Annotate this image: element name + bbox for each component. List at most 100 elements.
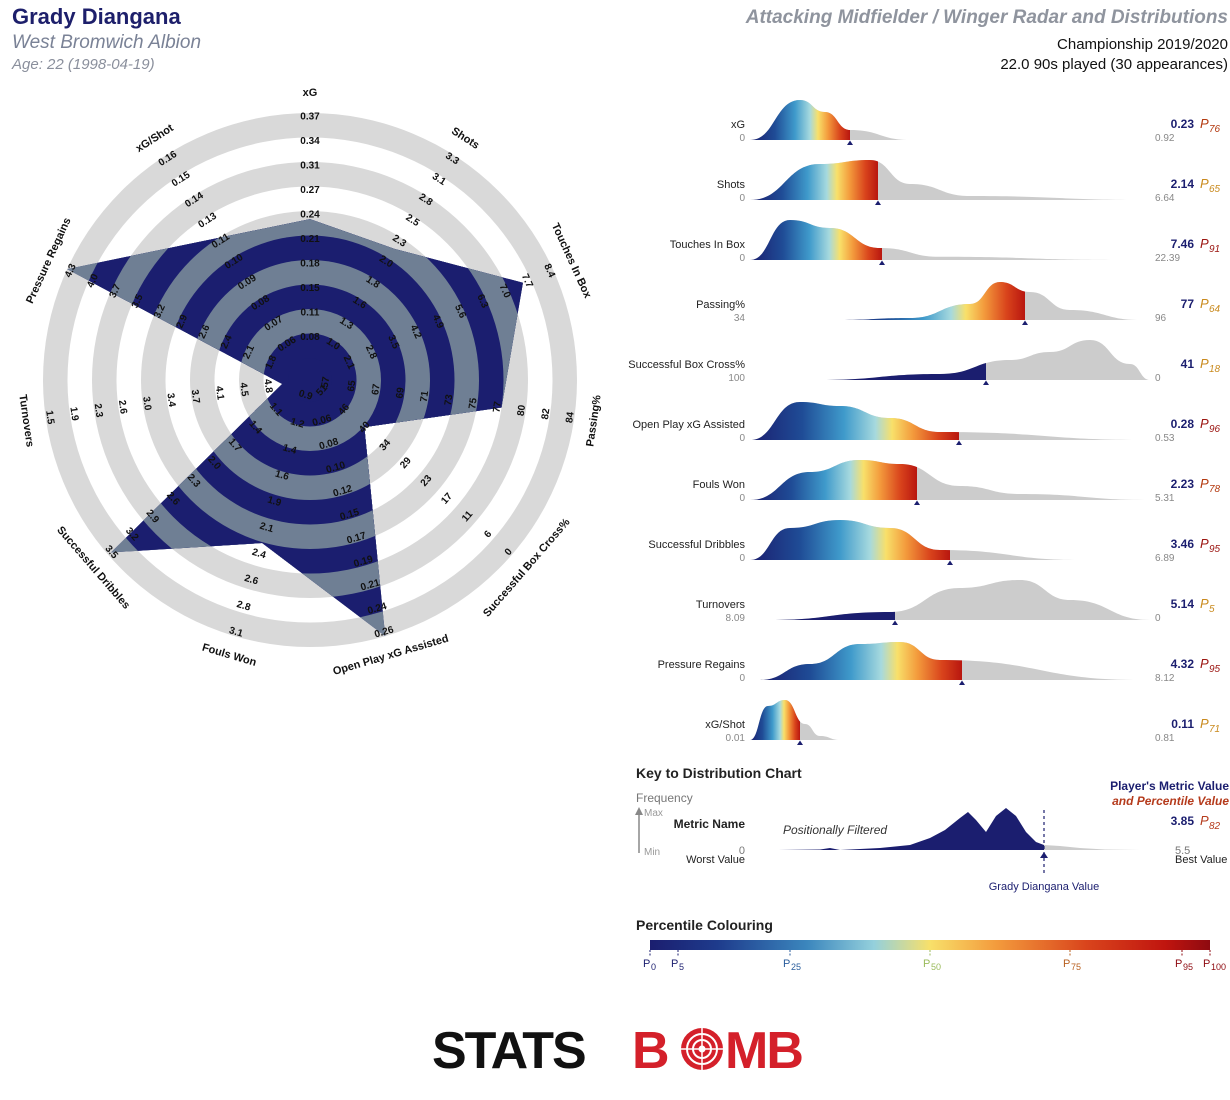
radar-tick-label: 67 [370,383,383,396]
radar-tick-label: 0.11 [301,308,320,319]
distribution-best-value: 6.64 [1155,193,1175,204]
distribution-row: Shots 0 6.64 2.14 P 65 [717,160,1221,205]
distribution-metric-name: Pressure Regains [658,659,746,671]
distribution-player-value: 2.14 [1171,177,1195,191]
key-player-value-label: Grady Diangana Value [989,881,1099,893]
radar-tick-label: 0.21 [300,234,320,245]
distribution-metric-name: Open Play xG Assisted [633,419,746,431]
radar-axis-label: Passing% [584,394,603,447]
radar-tick-label: 0.21 [359,577,381,593]
distribution-metric-name: xG [731,119,745,131]
radar-tick-label: 4.3 [63,262,79,280]
distribution-row: Open Play xG Assisted 0 0.53 0.28 P 96 [633,402,1221,445]
distribution-value-marker [1022,320,1028,325]
radar-tick-label: 0.06 [311,413,333,429]
distribution-value-marker [879,260,885,265]
distribution-row: Pressure Regains 0 8.12 4.32 P 95 [658,642,1221,685]
radar-tick-label: 1.9 [266,495,283,510]
percentile-tick-label: 100 [1211,962,1226,972]
distribution-best-value: 0.53 [1155,433,1175,444]
percentile-tick-p: P [923,958,930,970]
distribution-percentile: 5 [1209,604,1215,615]
logo-mb: MB [725,1022,802,1078]
logo-stats: STATS [432,1022,585,1078]
distribution-worst-value: 0 [739,553,745,564]
statsbomb-logo: STATS B MB [432,1022,804,1078]
radar-tick-label: 6.3 [474,293,490,311]
radar-tick-label: 2.3 [92,403,105,419]
radar-tick-label: 7.7 [519,272,535,290]
radar-tick-label: 0 [503,546,515,558]
radar-tick-label: 71 [419,390,432,403]
distribution-coloured-area [750,100,850,140]
distribution-percentile-p: P [1200,176,1209,191]
distribution-percentile-p: P [1200,416,1209,431]
radar-tick-label: 69 [394,386,407,399]
radar-tick-label: 80 [516,404,529,417]
distribution-percentile: 78 [1209,484,1221,495]
distribution-percentile: 76 [1209,124,1221,135]
distribution-coloured-area [820,363,986,380]
radar-tick-label: 2.1 [258,521,275,536]
radar-tick-label: 3.7 [189,389,202,405]
distribution-metric-name: Shots [717,179,746,191]
radar-axis-label: xG/Shot [134,122,176,155]
distribution-player-value: 0.23 [1171,117,1195,131]
distribution-worst-value: 100 [728,373,745,384]
distribution-percentile: 95 [1209,544,1221,555]
radar-tick-label: 2.6 [116,399,129,415]
radar-tick-label: 3.1 [228,625,245,640]
distribution-percentile-p: P [1200,536,1209,551]
radar-tick-label: 77 [491,400,504,413]
player-club: West Bromwich Albion [12,32,202,53]
key-metric-name: Metric Name [674,817,746,831]
radar-tick-label: 0.08 [300,332,320,343]
distribution-best-value: 0 [1155,373,1161,384]
radar-tick-label: 1.6 [274,469,291,484]
radar-tick-label: 2.6 [243,573,260,588]
distribution-percentile: 71 [1209,724,1220,735]
distribution-best-value: 96 [1155,313,1167,324]
distribution-coloured-area [750,700,800,740]
percentile-tick-label: 50 [931,962,941,972]
radar-tick-label: 0.9 [297,388,314,403]
distribution-percentile-p: P [1200,356,1209,371]
radar-tick-label: 4.0 [85,272,101,290]
radar-tick-label: 2.1 [341,354,357,372]
distribution-coloured-area [750,460,917,500]
distribution-worst-value: 0 [739,673,745,684]
radar-tick-label: 3.5 [385,333,401,351]
distribution-worst-value: 0 [739,493,745,504]
key-title: Key to Distribution Chart [636,765,802,781]
radar-tick-label: 3.5 [130,292,146,310]
distribution-coloured-area [770,611,895,620]
distribution-percentile-p: P [1200,296,1209,311]
radar-tick-label: 2.9 [174,313,190,331]
key-distribution-navy [778,808,1044,850]
distribution-percentile: 65 [1209,184,1221,195]
radar-tick-label: 0.34 [300,136,320,147]
radar-tick-label: 2.1 [241,343,257,361]
distribution-best-value: 0 [1155,613,1161,624]
percentile-gradient-bar [650,940,1210,950]
distribution-coloured-area [750,220,882,260]
chart-title: Attacking Midfielder / Winger Radar and … [745,7,1228,28]
distribution-best-value: 6.89 [1155,553,1175,564]
distribution-percentile-p: P [1200,656,1209,671]
radar-tick-label: 0.10 [325,460,347,476]
distribution-metric-name: Passing% [696,299,745,311]
radar-axis-label: Turnovers [16,394,35,448]
key-best-number: 5.5 [1175,845,1190,857]
distribution-percentile: 96 [1209,424,1221,435]
distribution-best-value: 0.92 [1155,133,1175,144]
distribution-best-value: 5.31 [1155,493,1175,504]
distribution-player-value: 0.28 [1171,417,1195,431]
radar-tick-label: 0.37 [300,112,320,123]
key-example-p: P [1200,813,1209,828]
distribution-coloured-area [750,520,950,560]
distribution-best-value: 8.12 [1155,673,1175,684]
distribution-best-value: 22.39 [1155,253,1180,264]
radar-tick-label: 3.2 [152,303,168,321]
distribution-coloured-area [750,160,878,200]
distribution-row: xG/Shot 0.01 0.81 0.11 P 71 [705,700,1220,745]
